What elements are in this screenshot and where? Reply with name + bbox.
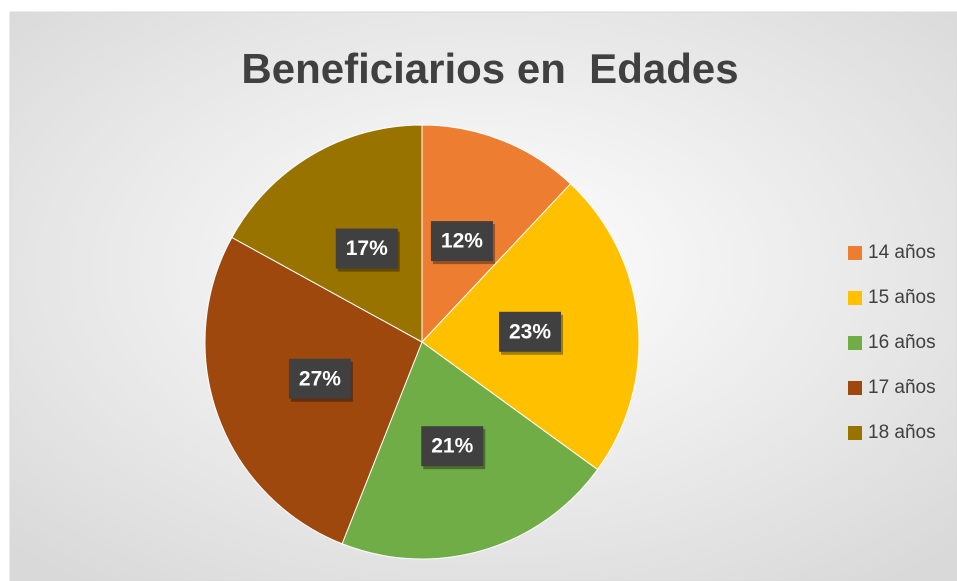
data-label-box [499, 311, 562, 352]
data-label-box [430, 221, 493, 262]
chart-title: Beneficiarios en Edades [241, 45, 738, 92]
legend-label: 18 años [868, 422, 936, 443]
data-label-box [335, 228, 398, 269]
legend-swatch [848, 246, 862, 260]
legend-swatch [848, 291, 862, 305]
data-label: 17% [346, 237, 388, 260]
legend-swatch [848, 426, 862, 440]
data-label-box [421, 426, 484, 467]
legend-label: 16 años [868, 332, 936, 353]
pie-slice [421, 124, 572, 344]
data-label-box [288, 358, 351, 399]
legend-label: 14 años [868, 242, 936, 263]
pie-slice [231, 124, 423, 343]
data-label: 12% [441, 230, 483, 253]
legend-label: 17 años [868, 377, 936, 398]
data-label: 23% [509, 320, 551, 343]
legend-swatch [848, 336, 862, 350]
legend-swatch [848, 381, 862, 395]
data-label: 27% [299, 367, 341, 390]
legend-label: 15 años [868, 287, 936, 308]
data-label: 21% [431, 435, 473, 458]
